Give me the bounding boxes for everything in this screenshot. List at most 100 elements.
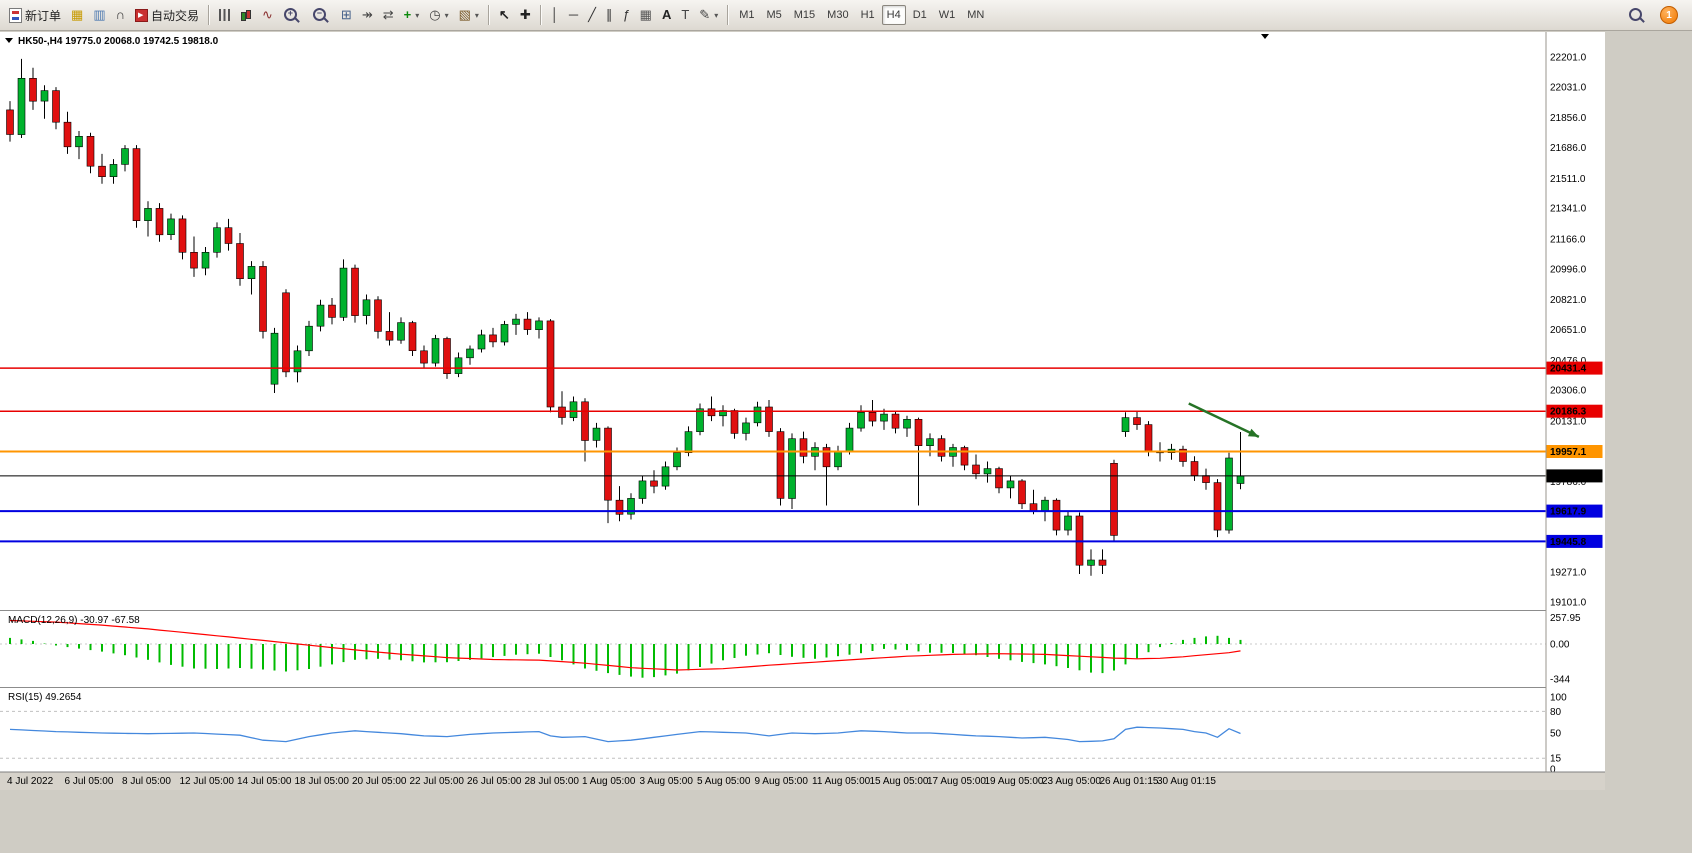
horizontal-line-icon: ─: [568, 7, 579, 22]
svg-text:0: 0: [1550, 765, 1556, 776]
new-order-icon: [9, 7, 22, 23]
arrow-head: [1247, 428, 1259, 437]
macd-label: MACD(12,26,9) -30.97 -67.58: [8, 615, 140, 626]
svg-text:19101.0: 19101.0: [1550, 598, 1587, 609]
svg-text:4 Jul 2022: 4 Jul 2022: [7, 776, 54, 787]
price-lines-layer[interactable]: [0, 367, 1546, 543]
svg-text:21686.0: 21686.0: [1550, 143, 1587, 154]
svg-text:11 Aug 05:00: 11 Aug 05:00: [812, 776, 871, 787]
chart-window[interactable]: 22201.0 22031.0 21856.0 21686.0 21511.0 21341…: [0, 32, 1605, 790]
autotrading-label: 自动交易: [151, 8, 200, 23]
timeframe-m30[interactable]: M30: [822, 5, 853, 25]
templates-button[interactable]: ▧ ▾: [454, 3, 484, 27]
trendline-icon: ╱: [588, 7, 596, 22]
shapes-button[interactable]: ▦: [635, 3, 657, 27]
one-click-trading-toggle[interactable]: [5, 38, 13, 43]
clock-icon: ◷: [429, 7, 441, 22]
timeframe-h4[interactable]: H4: [881, 5, 906, 25]
bar-chart-icon: [219, 9, 231, 21]
channel-icon: ∥: [605, 7, 613, 22]
vertical-line-button[interactable]: │: [546, 3, 564, 27]
price-chart-canvas[interactable]: 22201.0 22031.0 21856.0 21686.0 21511.0 21341…: [0, 32, 1605, 790]
auto-scroll-icon: ↠: [361, 7, 373, 22]
price-tag: [1546, 445, 1603, 458]
chevron-down-icon: ▾: [415, 10, 420, 20]
pencil-icon: ✎: [699, 7, 711, 22]
svg-text:19617.9: 19617.9: [1550, 507, 1587, 518]
svg-text:28 Jul 05:00: 28 Jul 05:00: [525, 776, 580, 787]
trendline-button[interactable]: ╱: [583, 3, 601, 27]
cursor-button[interactable]: ↖: [494, 3, 515, 27]
svg-text:20131.0: 20131.0: [1550, 416, 1587, 427]
time-axis[interactable]: [0, 772, 1605, 790]
new-order-button[interactable]: 新订单: [4, 3, 66, 27]
vertical-line-icon: │: [550, 7, 559, 22]
text-icon: A: [661, 7, 672, 22]
timeframe-m1[interactable]: M1: [734, 5, 759, 25]
price-tag: [1546, 534, 1603, 548]
arrows-button[interactable]: ✎ ▾: [694, 3, 723, 27]
trend-arrow-annotation[interactable]: [1188, 402, 1260, 439]
timeframe-h1[interactable]: H1: [856, 5, 880, 25]
fibonacci-button[interactable]: ƒ: [617, 3, 634, 27]
chart-shift-marker[interactable]: [1261, 34, 1269, 39]
svg-text:20996.0: 20996.0: [1550, 264, 1587, 275]
headset-icon: ∩: [115, 7, 125, 22]
timeframe-m5[interactable]: M5: [761, 5, 786, 25]
rsi-line: [9, 726, 1241, 743]
svg-text:9 Aug 05:00: 9 Aug 05:00: [755, 776, 809, 787]
svg-text:21166.0: 21166.0: [1550, 234, 1586, 245]
auto-scroll-button[interactable]: ↠: [357, 3, 378, 27]
text-button[interactable]: A: [657, 3, 676, 27]
line-chart-icon: ∿: [262, 7, 273, 22]
text-label-button[interactable]: T: [676, 3, 694, 27]
svg-text:15: 15: [1550, 754, 1562, 765]
svg-text:20186.3: 20186.3: [1550, 407, 1587, 418]
toolbar-separator: [539, 5, 542, 25]
candlestick-icon: [240, 9, 252, 22]
svg-text:-344: -344: [1550, 675, 1570, 686]
timeframe-mn[interactable]: MN: [962, 5, 989, 25]
svg-text:22 Jul 05:00: 22 Jul 05:00: [410, 776, 465, 787]
shapes-icon: ▦: [639, 7, 652, 22]
chart-shift-button[interactable]: ⇄: [378, 3, 399, 27]
sound-alerts-button[interactable]: ∩: [111, 3, 130, 27]
indicators-button[interactable]: + ▾: [399, 3, 425, 27]
svg-text:19818.0: 19818.0: [1550, 471, 1587, 482]
crosshair-button[interactable]: ✚: [515, 3, 536, 27]
autotrading-icon: [135, 8, 148, 22]
svg-text:20 Jul 05:00: 20 Jul 05:00: [352, 776, 407, 787]
candlestick-mode-button[interactable]: [235, 3, 257, 27]
tile-windows-icon: ⊞: [340, 7, 352, 22]
zoom-out-button[interactable]: −: [307, 3, 336, 27]
svg-text:0.00: 0.00: [1550, 640, 1570, 651]
profiles-button[interactable]: ▥: [88, 3, 110, 27]
autotrading-button[interactable]: 自动交易: [130, 3, 204, 27]
line-chart-mode-button[interactable]: ∿: [257, 3, 278, 27]
text-label-icon: T: [681, 7, 690, 22]
timeframe-m15[interactable]: M15: [789, 5, 820, 25]
svg-text:22031.0: 22031.0: [1550, 82, 1587, 93]
timeframe-w1[interactable]: W1: [934, 5, 961, 25]
horizontal-line-button[interactable]: ─: [564, 3, 583, 27]
channel-button[interactable]: ∥: [601, 3, 618, 27]
bar-chart-mode-button[interactable]: [214, 3, 235, 27]
svg-text:257.95: 257.95: [1550, 613, 1581, 624]
timeframe-d1[interactable]: D1: [908, 5, 932, 25]
notification-badge[interactable]: 1: [1660, 6, 1678, 24]
svg-text:17 Aug 05:00: 17 Aug 05:00: [927, 776, 986, 787]
svg-text:20431.4: 20431.4: [1550, 364, 1587, 375]
tile-windows-button[interactable]: ⊞: [336, 3, 357, 27]
candles-layer: [6, 58, 1245, 576]
svg-text:50: 50: [1550, 729, 1562, 740]
zoom-in-button[interactable]: +: [278, 3, 307, 27]
periods-button[interactable]: ◷ ▾: [424, 3, 453, 27]
chevron-down-icon: ▾: [474, 10, 479, 20]
search-button[interactable]: [1623, 3, 1652, 27]
zoom-in-icon: +: [283, 7, 297, 21]
toolbar-separator: [727, 5, 730, 25]
svg-text:19 Aug 05:00: 19 Aug 05:00: [985, 776, 1044, 787]
price-tags[interactable]: [1546, 361, 1603, 548]
new-chart-button[interactable]: ▦: [66, 3, 88, 27]
chart-shift-icon: ⇄: [382, 7, 394, 22]
